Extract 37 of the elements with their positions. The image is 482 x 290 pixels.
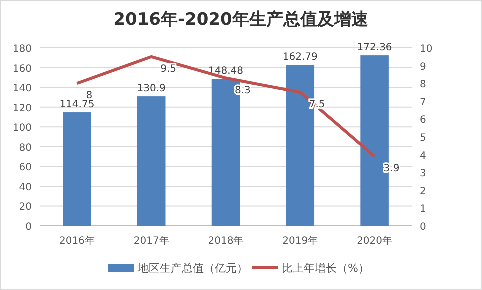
data-label: 172.36 xyxy=(357,42,392,54)
chart-title: 2016年-2020年生产总值及增速 xyxy=(114,10,368,30)
y2-tick-label: 1 xyxy=(420,204,426,216)
y-tick-label: 60 xyxy=(19,162,32,174)
x-tick-label: 2017年 xyxy=(134,235,170,247)
y-tick-label: 140 xyxy=(12,84,32,95)
data-label: 9.5 xyxy=(160,64,177,75)
y2-tick-label: 6 xyxy=(420,115,426,126)
x-tick-label: 2016年 xyxy=(59,235,95,247)
y2-tick-label: 9 xyxy=(420,62,426,73)
y-tick-label: 100 xyxy=(12,123,32,134)
y-tick-label: 20 xyxy=(19,202,32,214)
y-tick-label: 180 xyxy=(12,44,32,55)
y2-tick-label: 2 xyxy=(420,186,426,198)
x-tick-label: 2018年 xyxy=(208,235,244,247)
y2-tick-label: 8 xyxy=(420,80,426,91)
legend-label: 比上年增长（%） xyxy=(282,262,370,275)
data-label: 7.5 xyxy=(309,100,326,110)
x-tick-label: 2019年 xyxy=(282,235,318,247)
y2-tick-label: 0 xyxy=(420,222,426,233)
y2-tick-label: 7 xyxy=(420,97,426,108)
y-tick-label: 0 xyxy=(26,222,32,233)
y-tick-label: 120 xyxy=(12,103,32,114)
data-label: 130.9 xyxy=(137,84,166,95)
bar xyxy=(137,96,166,226)
y-tick-label: 80 xyxy=(19,142,32,154)
x-tick-label: 2020年 xyxy=(357,235,393,247)
y2-tick-label: 4 xyxy=(420,150,426,162)
y-tick-label: 40 xyxy=(19,182,32,194)
y2-tick-label: 5 xyxy=(420,133,426,144)
legend-label: 地区生产总值（亿元） xyxy=(137,262,248,275)
y2-tick-label: 3 xyxy=(420,168,426,180)
y2-tick-label: 10 xyxy=(420,44,433,55)
data-label: 114.75 xyxy=(60,100,95,111)
y-tick-label: 160 xyxy=(12,64,32,75)
data-label: 162.79 xyxy=(282,52,318,64)
bar xyxy=(63,112,92,226)
